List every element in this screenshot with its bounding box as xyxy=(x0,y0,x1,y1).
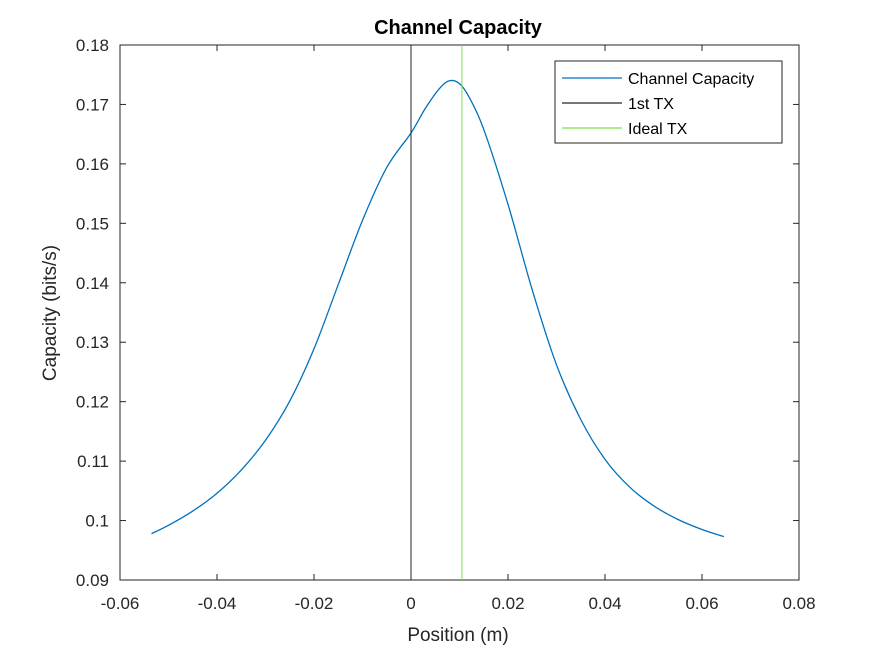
legend-label-1st-tx: 1st TX xyxy=(628,96,674,113)
plot-series xyxy=(151,45,725,580)
series-line-channel-capacity xyxy=(151,79,725,538)
tick-marks: -0.06 -0.04 -0.02 0 0.02 0.04 0.06 0.08 0.09 0.1 0… xyxy=(76,36,816,613)
y-tick-label: 0.16 xyxy=(76,155,109,174)
x-tick-label: -0.04 xyxy=(198,594,237,613)
y-tick-label: 0.12 xyxy=(76,393,109,412)
legend-label-ideal-tx: Ideal TX xyxy=(628,121,688,138)
x-tick-label: -0.02 xyxy=(295,594,334,613)
legend-label-channel-capacity: Channel Capacity xyxy=(628,71,754,88)
y-tick-label: 0.11 xyxy=(77,452,109,471)
x-axis-label: Position (m) xyxy=(407,625,508,646)
y-tick-label: 0.14 xyxy=(76,274,109,293)
legend-box xyxy=(554,60,783,144)
x-tick-label: 0.02 xyxy=(491,594,524,613)
labels: Channel Capacity Position (m) Capacity (… xyxy=(40,17,543,646)
y-axis-label: Capacity (bits/s) xyxy=(40,245,61,381)
y-tick-label: 0.13 xyxy=(76,333,109,352)
x-tick-label: 0.08 xyxy=(782,594,815,613)
x-tick-label: 0.06 xyxy=(685,594,718,613)
legend: Channel Capacity 1st TX Ideal TX xyxy=(554,60,783,144)
y-tick-label: 0.18 xyxy=(76,36,109,55)
y-tick-label: 0.09 xyxy=(76,571,109,590)
y-tick-label: 0.17 xyxy=(76,95,109,114)
x-tick-label: -0.06 xyxy=(101,594,140,613)
y-tick-label: 0.15 xyxy=(76,214,109,233)
x-tick-label: 0 xyxy=(406,594,415,613)
y-tick-label: 0.1 xyxy=(85,512,109,531)
x-tick-label: 0.04 xyxy=(588,594,621,613)
chart-title: Channel Capacity xyxy=(374,17,543,39)
